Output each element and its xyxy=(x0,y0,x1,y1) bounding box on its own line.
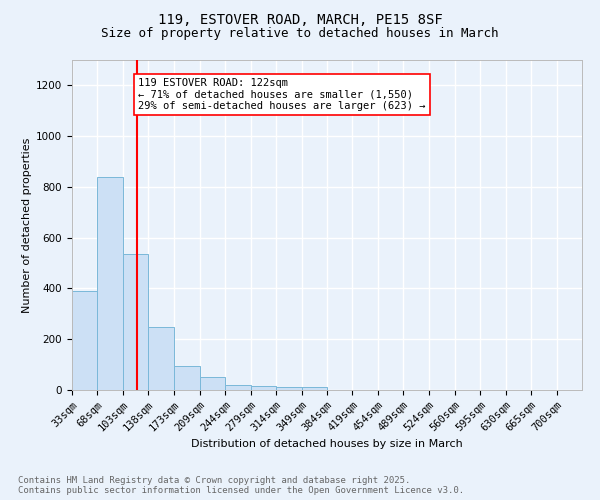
Bar xyxy=(174,366,200,390)
Bar xyxy=(251,386,276,390)
Text: Size of property relative to detached houses in March: Size of property relative to detached ho… xyxy=(101,28,499,40)
Text: Contains HM Land Registry data © Crown copyright and database right 2025.
Contai: Contains HM Land Registry data © Crown c… xyxy=(18,476,464,495)
X-axis label: Distribution of detached houses by size in March: Distribution of detached houses by size … xyxy=(191,439,463,449)
Bar xyxy=(123,254,148,390)
Y-axis label: Number of detached properties: Number of detached properties xyxy=(22,138,32,312)
Bar xyxy=(72,291,97,390)
Bar xyxy=(276,387,302,390)
Text: 119, ESTOVER ROAD, MARCH, PE15 8SF: 119, ESTOVER ROAD, MARCH, PE15 8SF xyxy=(158,12,442,26)
Text: 119 ESTOVER ROAD: 122sqm
← 71% of detached houses are smaller (1,550)
29% of sem: 119 ESTOVER ROAD: 122sqm ← 71% of detach… xyxy=(138,78,425,111)
Bar xyxy=(148,326,174,390)
Bar xyxy=(302,388,327,390)
Bar xyxy=(97,177,123,390)
Bar xyxy=(200,378,225,390)
Bar xyxy=(225,385,251,390)
